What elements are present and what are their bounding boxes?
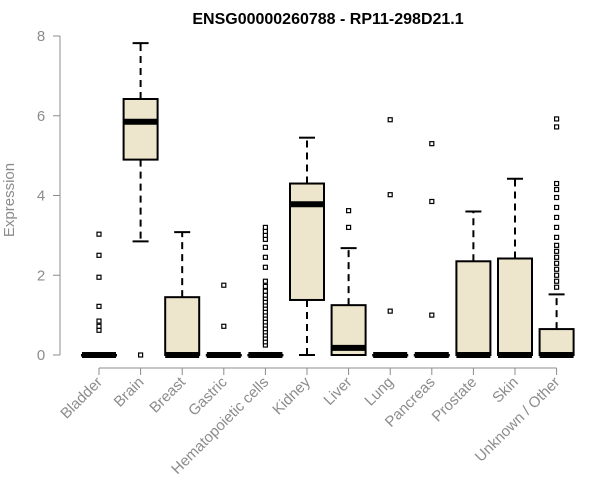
x-tick-label: Skin: [489, 374, 522, 407]
box-brain: [122, 42, 159, 358]
outlier-point: [553, 266, 560, 272]
box-lung: [372, 117, 409, 358]
outlier-point: [553, 272, 560, 278]
y-tick-label: 0: [37, 347, 45, 364]
outlier-point: [553, 186, 560, 193]
box-iqr: [497, 257, 533, 356]
outlier-point: [262, 288, 268, 294]
outlier-point: [262, 283, 268, 290]
box-hematopoietic-cells: [247, 224, 284, 358]
outlier-point: [553, 260, 560, 266]
outlier-point: [262, 264, 268, 270]
outlier-point: [262, 278, 268, 284]
outlier-point: [221, 282, 227, 288]
outlier-point: [387, 192, 393, 198]
outlier-point: [553, 224, 560, 230]
x-tick-label: Breast: [146, 373, 189, 416]
box-prostate: [455, 210, 492, 358]
outlier-point: [387, 117, 393, 123]
outlier-point: [346, 208, 352, 214]
outlier-point: [553, 214, 560, 221]
outlier-point: [262, 254, 268, 260]
chart-title: ENSG00000260788 - RP11-298D21.1: [192, 11, 463, 28]
box-iqr: [455, 260, 492, 357]
axes: 0 2 4 6 8: [37, 28, 558, 375]
outlier-point: [553, 116, 560, 122]
outlier-point: [221, 323, 227, 329]
box-iqr: [122, 98, 159, 161]
outlier-point: [429, 141, 435, 147]
outlier-point: [96, 318, 102, 324]
y-tick-label: 4: [37, 188, 45, 205]
outlier-point: [553, 204, 560, 211]
box-iqr: [538, 328, 575, 356]
outlier-point: [553, 180, 560, 187]
y-tick-label: 2: [37, 267, 45, 284]
outlier-point: [96, 231, 102, 237]
y-tick-label: 6: [37, 108, 45, 125]
outlier-point: [262, 224, 268, 230]
outlier-point: [553, 242, 560, 248]
box-unknown-other: [538, 116, 575, 358]
y-axis-label: Expression: [1, 163, 18, 237]
x-tick-label: Prostate: [429, 374, 481, 426]
box-series: [81, 42, 575, 358]
box-iqr: [289, 182, 325, 301]
outlier-point: [96, 274, 102, 280]
x-tick-label: Bladder: [57, 374, 106, 423]
x-tick-label: Kidney: [269, 373, 314, 418]
box-breast: [164, 231, 201, 358]
outlier-point: [429, 312, 435, 318]
outlier-point: [553, 284, 560, 290]
box-pancreas: [413, 141, 450, 358]
outlier-point: [96, 303, 102, 309]
box-bladder: [81, 231, 117, 358]
box-gastric: [205, 282, 242, 358]
box-kidney: [289, 136, 325, 356]
outlier-point: [553, 194, 560, 201]
box-skin: [497, 177, 533, 358]
y-tick-label: 8: [37, 28, 45, 45]
box-iqr: [164, 296, 201, 356]
x-tick-label: Brain: [111, 374, 148, 411]
box-liver: [330, 208, 367, 356]
outlier-point: [262, 244, 268, 250]
outlier-point: [387, 308, 393, 314]
outlier-point: [553, 278, 560, 284]
outlier-point: [96, 323, 102, 329]
outlier-point: [429, 198, 435, 205]
outlier-point: [553, 124, 560, 130]
outlier-point: [138, 352, 144, 358]
outlier-point: [346, 224, 352, 230]
outlier-point: [96, 252, 102, 258]
outlier-point: [553, 234, 560, 240]
x-tick-label: Liver: [320, 374, 355, 409]
x-tick-label: Lung: [361, 374, 397, 410]
outlier-point: [553, 248, 560, 254]
outlier-point: [553, 254, 560, 260]
